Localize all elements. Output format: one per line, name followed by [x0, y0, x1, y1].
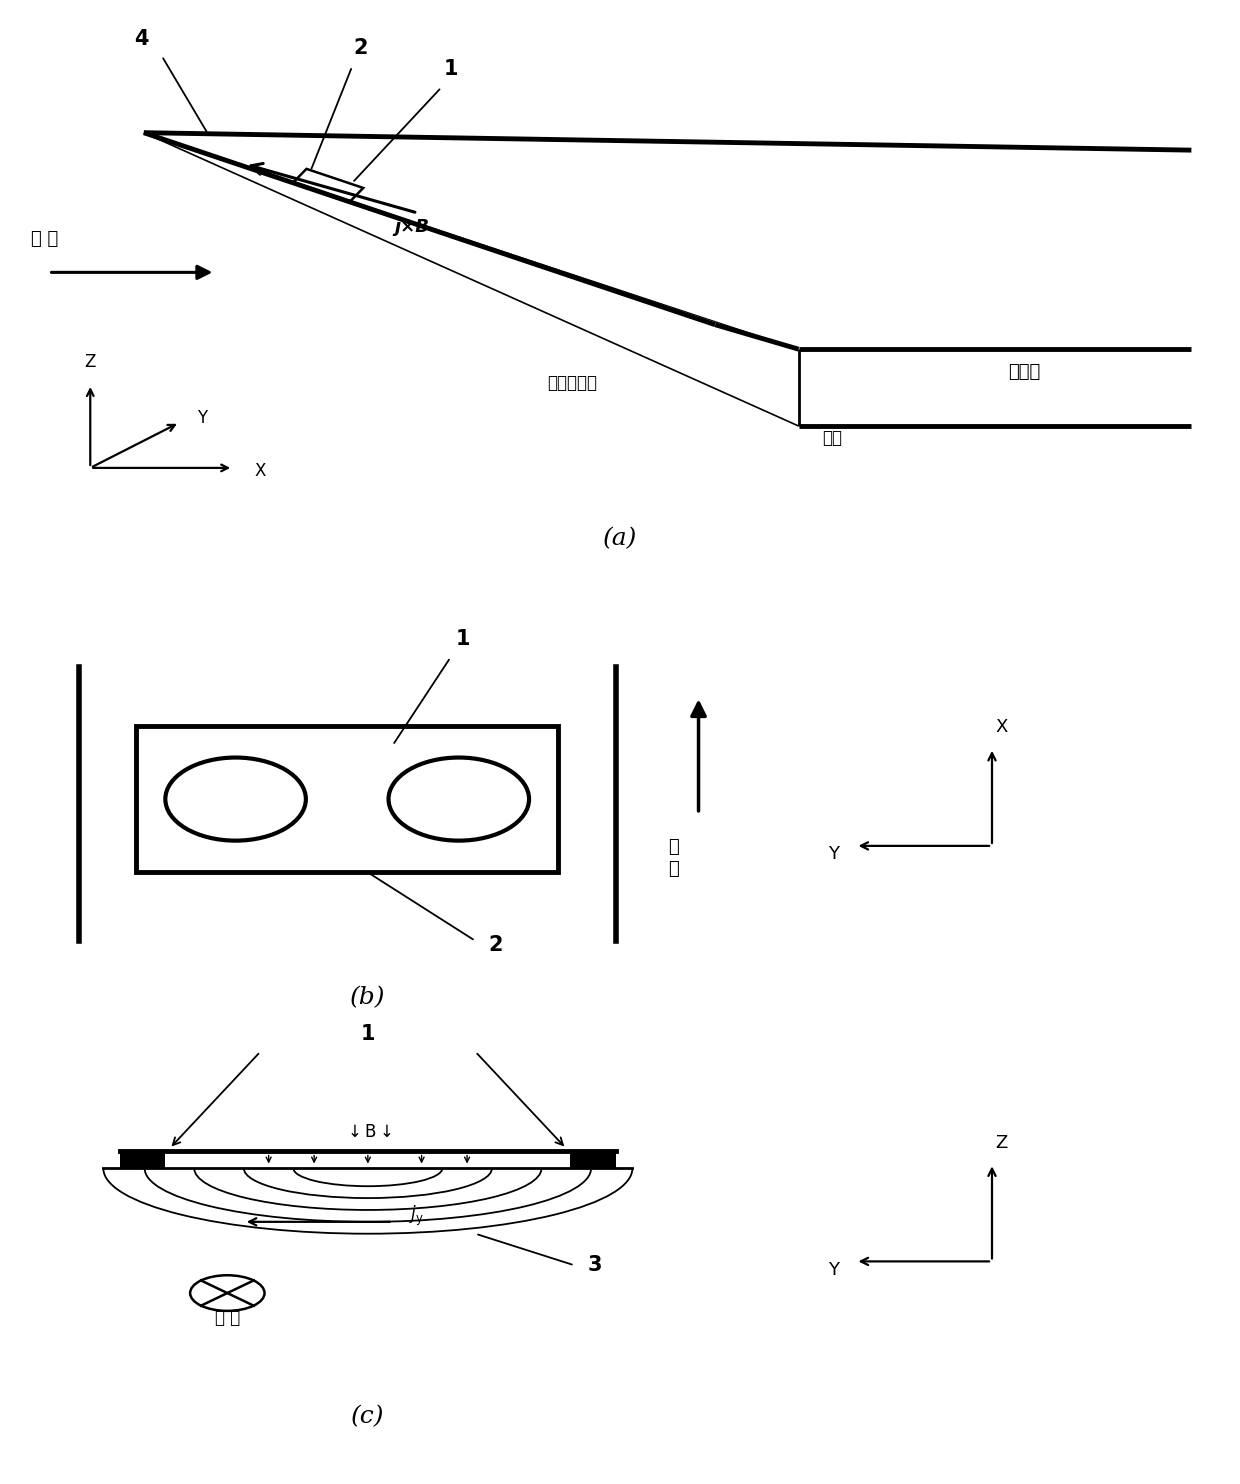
Text: Z: Z [996, 1134, 1007, 1152]
Text: 1: 1 [455, 629, 470, 649]
Text: $\downarrow$B$\downarrow$: $\downarrow$B$\downarrow$ [343, 1123, 392, 1141]
Text: 唇口: 唇口 [822, 429, 842, 448]
Text: j×B: j×B [394, 218, 429, 236]
Text: 2: 2 [489, 935, 503, 954]
Text: Z: Z [84, 353, 95, 371]
Text: X: X [996, 718, 1007, 736]
Text: 1: 1 [444, 59, 459, 80]
Text: 来 流: 来 流 [215, 1309, 241, 1327]
Polygon shape [570, 1150, 616, 1168]
Text: 进气道: 进气道 [1008, 364, 1040, 381]
Text: (b): (b) [350, 987, 386, 1009]
Text: 来
流: 来 流 [668, 838, 680, 879]
Text: (a): (a) [603, 527, 637, 549]
Text: Y: Y [828, 846, 839, 864]
Polygon shape [294, 169, 363, 202]
Text: 来 流: 来 流 [31, 230, 58, 248]
Text: Y: Y [197, 408, 207, 426]
Text: Y: Y [828, 1261, 839, 1279]
Text: 入口斜激波: 入口斜激波 [547, 374, 598, 392]
Text: 3: 3 [588, 1255, 603, 1275]
Text: 4: 4 [134, 30, 149, 49]
Text: X: X [254, 463, 265, 481]
Polygon shape [120, 1150, 165, 1168]
Text: 1: 1 [361, 1024, 376, 1043]
Text: $j_{\rm y}$: $j_{\rm y}$ [409, 1204, 424, 1227]
Text: 2: 2 [353, 39, 368, 58]
Text: (c): (c) [351, 1405, 384, 1429]
